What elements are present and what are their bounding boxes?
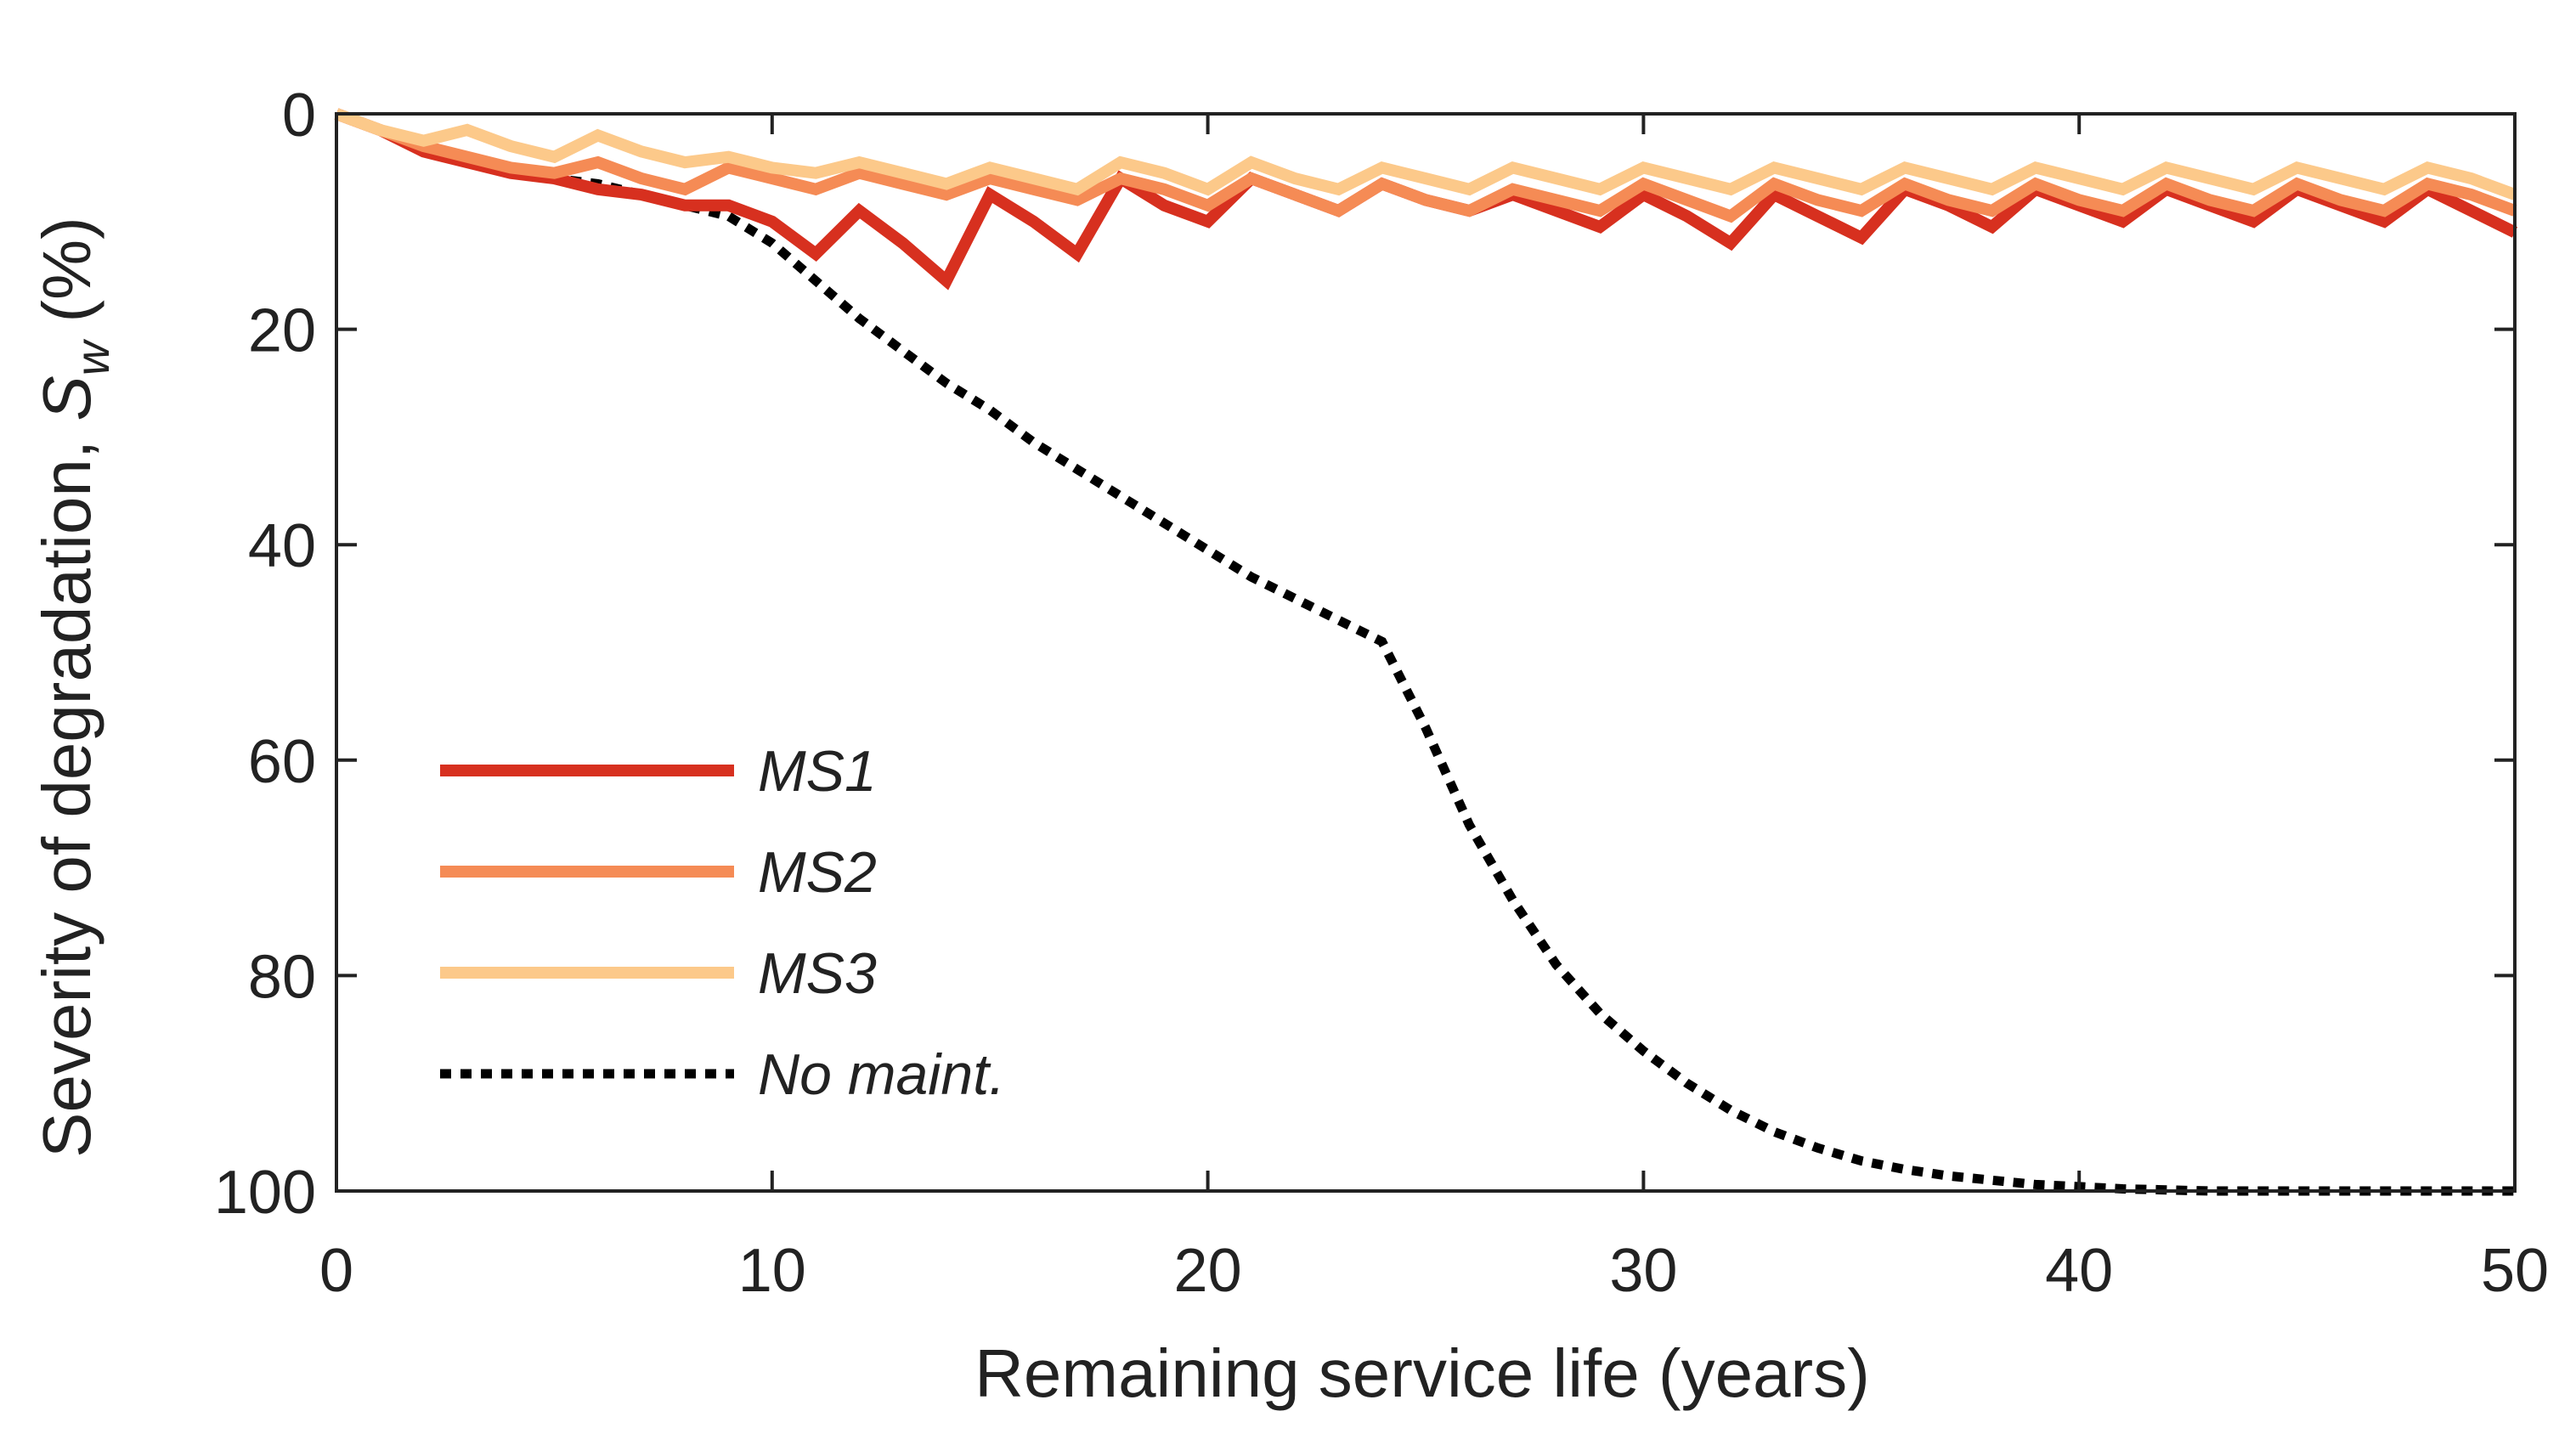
legend-label-ms2: MS2 [758,840,877,905]
y-tick-label: 100 [214,1159,316,1227]
legend-label-ms3: MS3 [758,941,877,1006]
x-tick-label: 40 [2045,1237,2113,1305]
y-tick-label: 60 [248,728,316,796]
legend-label-ms1: MS1 [758,739,877,804]
legend-label-no-maint: No maint. [758,1042,1005,1107]
y-tick-label: 20 [248,297,316,365]
y-axis-title-unit: (%) [29,217,105,341]
y-axis-title: Severity of degradation, Sw (%) [29,217,119,1158]
series-line-ms2 [334,108,2517,223]
series-layer [334,108,2518,1196]
y-axis-title-symbol: S [29,375,105,421]
x-tick-label: 10 [738,1237,806,1305]
x-tick-label: 20 [1174,1237,1242,1305]
tick-layer: 0 10 20 30 40 50 0 20 40 60 80 100 [214,82,2549,1305]
y-tick-label: 40 [248,512,316,580]
legend: MS1 MS2 MS3 No maint. [440,739,1005,1107]
y-tick-label: 80 [248,943,316,1011]
x-tick-label: 50 [2481,1237,2549,1305]
series-line-ms3 [334,108,2517,200]
x-tick-label: 0 [319,1237,353,1305]
x-tick-label: 30 [1609,1237,1677,1305]
series-line-no-maint [335,109,2515,1196]
y-tick-label: 0 [282,82,316,150]
x-axis-title: Remaining service life (years) [974,1335,1870,1411]
y-axis-title-subscript: w [65,338,119,375]
plot-frame [335,112,2517,1193]
y-axis-title-text: Severity of degradation, [29,440,105,1158]
